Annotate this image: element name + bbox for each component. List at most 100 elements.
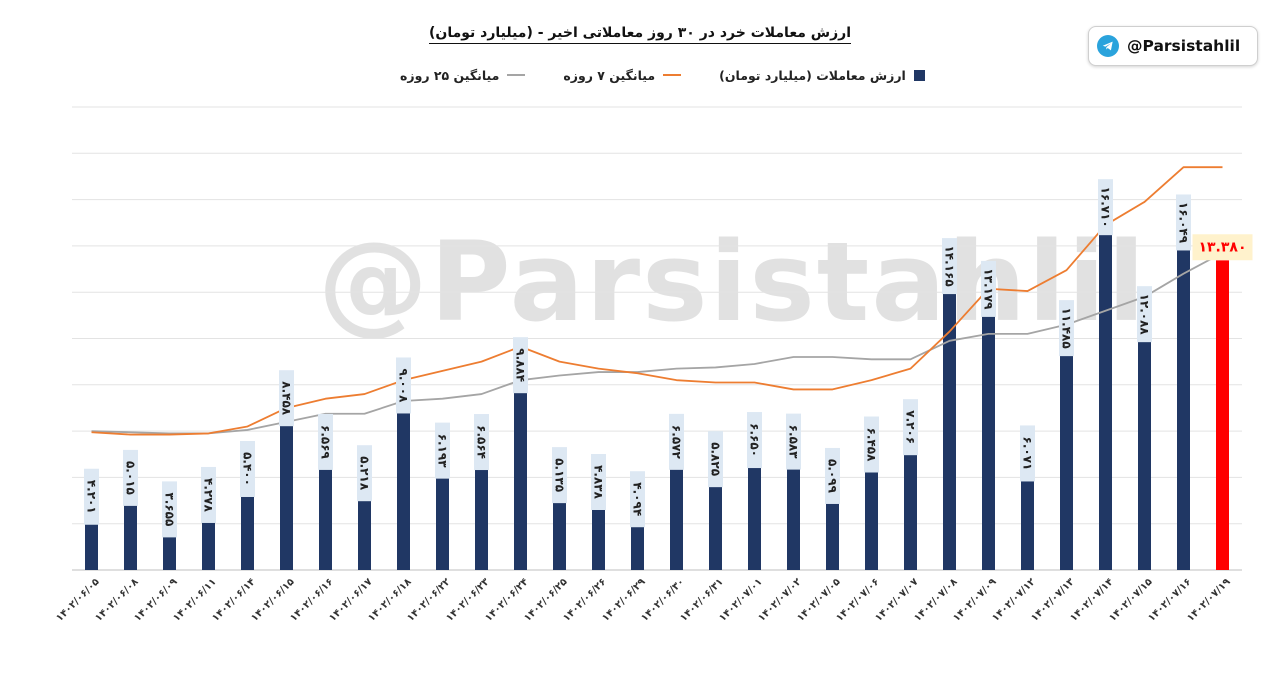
data-label-bg <box>1176 194 1191 251</box>
data-label-bg <box>318 413 333 470</box>
data-label-text: ۵.۴۰۰ <box>241 452 255 486</box>
data-label-text: ۱۲.۰۸۸ <box>1138 294 1152 336</box>
data-label: ۵.۰۹۹ <box>825 447 840 504</box>
data-label-bg <box>123 449 138 506</box>
data-label-text: ۶.۱۹۳ <box>436 434 450 469</box>
data-label: ۱۳.۱۷۹ <box>981 260 996 317</box>
data-label: ۱۲.۰۸۸ <box>1137 286 1152 343</box>
bar <box>1099 183 1112 570</box>
data-label: ۱۱.۴۸۵ <box>1059 300 1074 357</box>
bar <box>943 242 956 570</box>
data-label: ۵.۱۳۵ <box>552 447 567 504</box>
data-label: ۶.۴۵۸ <box>864 416 879 473</box>
data-label-text: ۱۳.۱۷۹ <box>982 268 996 310</box>
data-label-text: ۵.۱۳۵ <box>553 458 567 492</box>
legend-item-bars: ارزش معاملات (میلیارد تومان) <box>719 68 925 83</box>
data-label-last: ۱۳.۳۸۰ <box>1192 234 1253 261</box>
data-label: ۱۶.۰۴۹ <box>1176 194 1191 251</box>
data-label-bg <box>435 422 450 479</box>
data-label: ۷.۲۰۶ <box>903 399 918 456</box>
data-label-bg <box>84 468 99 525</box>
bar <box>1060 304 1073 570</box>
data-label-text: ۳.۶۵۵ <box>163 492 177 526</box>
data-label-bg <box>1020 425 1035 482</box>
data-label-text: ۶.۵۷۲ <box>670 425 684 460</box>
data-label: ۴.۰۹۴ <box>630 471 645 528</box>
bar <box>1216 260 1229 570</box>
data-label-text: ۱۱.۴۸۵ <box>1060 308 1074 349</box>
data-label-bg <box>669 413 684 470</box>
data-label-text: ۶.۶۵۰ <box>748 423 762 457</box>
data-label-bg <box>552 447 567 504</box>
data-label-bg <box>591 454 606 511</box>
data-label: ۶.۰۷۱ <box>1020 425 1035 482</box>
bar <box>514 341 527 570</box>
data-label-text: ۸.۴۵۸ <box>280 381 294 416</box>
bar <box>1138 290 1151 570</box>
data-label-text: ۴.۸۳۸ <box>592 465 606 500</box>
data-label: ۹.۸۸۴ <box>513 337 528 394</box>
legend-item-ma7: میانگین ۷ روزه <box>563 67 682 83</box>
data-label-text: ۵.۲۱۸ <box>358 456 372 491</box>
data-label: ۴.۸۳۸ <box>591 454 606 511</box>
data-label-text: ۱۶.۰۴۹ <box>1177 202 1191 244</box>
watermark: @Parsistahlil <box>318 218 1148 346</box>
data-label-text: ۶.۴۵۸ <box>865 428 879 463</box>
data-label-bg <box>279 370 294 427</box>
data-label: ۳.۶۵۵ <box>162 481 177 538</box>
data-label: ۱۴.۱۶۵ <box>942 238 957 295</box>
data-label-bg <box>396 357 411 414</box>
data-label-bg <box>708 431 723 488</box>
data-label-bg <box>630 471 645 528</box>
chart-title-text: ارزش معاملات خرد در ۳۰ روز معاملاتی اخیر… <box>428 25 851 44</box>
data-label-text: ۹.۰۰۸ <box>397 369 411 404</box>
data-label-text: ۵.۰۱۵ <box>124 461 138 495</box>
data-label-bg <box>357 445 372 502</box>
data-label: ۶.۵۷۲ <box>669 413 684 470</box>
bar <box>1177 198 1190 571</box>
legend-swatch-ma7 <box>663 74 682 76</box>
telegram-icon <box>1097 35 1119 57</box>
data-label: ۵.۴۰۰ <box>240 440 255 497</box>
data-label: ۶.۵۶۹ <box>318 413 333 470</box>
legend-swatch-bars <box>913 69 925 81</box>
data-label-bg <box>201 466 216 523</box>
bar <box>397 361 410 570</box>
legend-label-bars: ارزش معاملات (میلیارد تومان) <box>719 67 906 83</box>
data-label-bg <box>825 447 840 504</box>
data-label-text: ۹.۸۸۴ <box>514 348 528 382</box>
ma25-line <box>91 252 1223 435</box>
data-label: ۶.۶۵۰ <box>747 412 762 469</box>
telegram-handle-text: @Parsistahlil <box>1127 37 1241 55</box>
data-label-bg <box>747 412 762 469</box>
telegram-handle-box[interactable]: @Parsistahlil <box>1088 26 1258 66</box>
data-label-bg <box>240 440 255 497</box>
data-label-last-bg <box>1192 234 1253 261</box>
data-label-last-text: ۱۳.۳۸۰ <box>1198 239 1246 255</box>
data-label-bg <box>864 416 879 473</box>
data-label-text: ۱۶.۷۱۰ <box>1099 187 1113 228</box>
bar <box>982 264 995 570</box>
legend-swatch-ma25 <box>507 74 526 76</box>
chart-legend: ارزش معاملات (میلیارد تومان) میانگین ۷ ر… <box>400 65 925 85</box>
data-label-text: ۶.۵۶۴ <box>475 425 489 459</box>
data-label: ۱۶.۷۱۰ <box>1098 179 1113 236</box>
legend-label-ma7: میانگین ۷ روزه <box>563 67 656 83</box>
data-label: ۵.۲۱۸ <box>357 445 372 502</box>
ma7-line <box>91 166 1223 436</box>
data-label: ۵.۸۲۵ <box>708 431 723 488</box>
legend-label-ma25: میانگین ۲۵ روزه <box>400 67 500 83</box>
data-label-bg <box>474 414 489 471</box>
data-label-bg <box>1137 286 1152 343</box>
data-label-text: ۷.۲۰۶ <box>904 410 918 444</box>
data-label-text: ۱۴.۱۶۵ <box>943 245 957 286</box>
data-label: ۶.۵۸۳ <box>786 413 801 470</box>
data-label-bg <box>513 337 528 394</box>
data-label-text: ۴.۲۰۱ <box>85 480 99 514</box>
data-label: ۴.۲۰۱ <box>84 468 99 525</box>
data-label-text: ۵.۰۹۹ <box>826 459 840 494</box>
data-label-bg <box>942 238 957 295</box>
data-label-text: ۶.۰۷۱ <box>1021 437 1035 471</box>
data-label-text: ۴.۲۷۸ <box>202 478 216 513</box>
